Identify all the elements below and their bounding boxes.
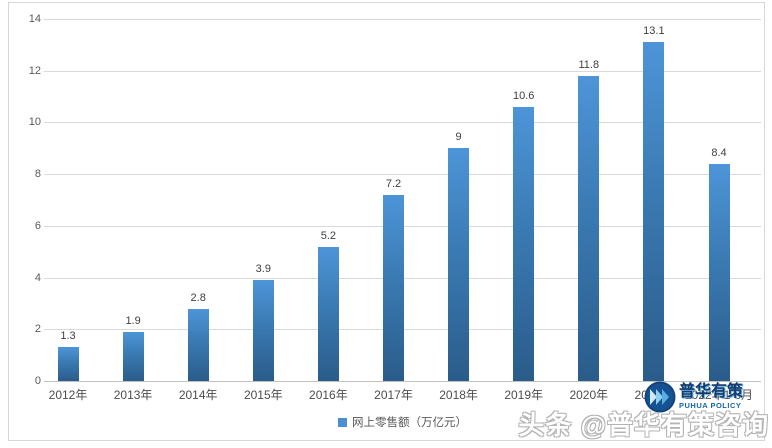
bar-2014年 (187, 308, 209, 381)
bar-value-label: 7.2 (385, 177, 402, 190)
toutiao-watermark: 头条 @普华有策咨询 (518, 410, 769, 440)
y-tick-label: 0 (34, 375, 41, 387)
legend-marker-icon (338, 417, 347, 427)
bar-2017年 (383, 194, 404, 381)
y-tick-label: 8 (34, 168, 41, 181)
bar-value-label: 13.1 (643, 25, 665, 38)
legend: 网上零售额（万亿元） (44, 414, 761, 430)
bar-2020年 (578, 75, 600, 381)
y-tick-label: 6 (34, 219, 41, 232)
x-tick-label: 2016年 (309, 388, 348, 402)
bar-value-label: 1.9 (125, 314, 141, 327)
x-tick-label: 2017年 (374, 388, 413, 402)
bar-value-label: 5.2 (320, 229, 337, 242)
puhua-policy-logo: 普华有策 PUHUA POLICY (644, 381, 743, 413)
bar-2022年1-8月 (708, 163, 730, 381)
gridline (44, 70, 761, 72)
gridline (44, 174, 761, 176)
x-tick-label: 2018年 (439, 388, 478, 402)
logo-text-cn: 普华有策 (679, 383, 744, 400)
bar-value-label: 2.8 (190, 291, 206, 304)
y-tick-label: 12 (28, 64, 41, 77)
x-tick-label: 2019年 (504, 388, 544, 402)
bar-2015年 (252, 280, 274, 381)
logo-text-block: 普华有策 PUHUA POLICY (679, 381, 744, 411)
chart-frame: 0 2 4 6 8 10 12 14 1.3 1.9 2.8 3.9 5.2 7.2 9 10.6 11.8 1… (8, 2, 765, 441)
y-tick-label: 2 (34, 323, 41, 336)
x-tick-label: 2022年1-8月 (684, 388, 754, 402)
bar-value-label: 11.8 (578, 58, 600, 71)
y-tick-label: 10 (28, 116, 41, 129)
legend-label: 网上零售额（万亿元） (352, 417, 467, 429)
bar-2018年 (448, 148, 470, 381)
gridline (44, 122, 761, 124)
bar-2019年 (513, 106, 535, 381)
y-tick-label: 14 (28, 13, 41, 25)
bar-value-label: 10.6 (512, 89, 535, 102)
x-tick-label: 2012年 (48, 388, 88, 402)
gridline (44, 19, 761, 20)
bar-2016年 (317, 246, 339, 381)
logo-text-en: PUHUA POLICY (679, 401, 742, 410)
logo-chevrons-icon (644, 381, 676, 413)
bar-2013年 (122, 331, 144, 381)
y-tick-label: 4 (34, 271, 41, 284)
bar-value-label: 3.9 (255, 263, 271, 276)
bar-value-label: 9 (455, 131, 462, 144)
bar-2021年 (643, 42, 665, 381)
x-axis-line (44, 381, 761, 382)
bar-2012年 (57, 347, 79, 381)
x-tick-label: 2014年 (178, 388, 218, 402)
x-tick-label: 2020年 (569, 388, 609, 402)
x-tick-label: 2013年 (113, 388, 153, 402)
x-tick-label: 2015年 (243, 388, 283, 402)
bar-value-label: 8.4 (711, 146, 727, 159)
bar-value-label: 1.3 (60, 330, 76, 343)
